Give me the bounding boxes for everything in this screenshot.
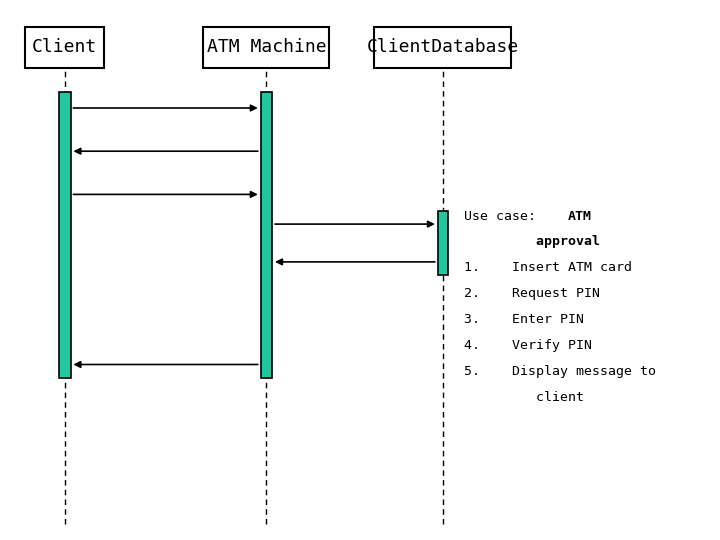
Text: 2.    Request PIN: 2. Request PIN (464, 287, 600, 300)
Text: 5.    Display message to: 5. Display message to (464, 365, 657, 378)
Bar (203, 27, 329, 68)
Bar (59, 92, 71, 378)
Text: 4.    Verify PIN: 4. Verify PIN (464, 339, 593, 352)
Bar (25, 27, 104, 68)
Text: Use case:: Use case: (464, 210, 544, 222)
Text: ClientDatabase: ClientDatabase (366, 38, 519, 56)
Text: 1.    Insert ATM card: 1. Insert ATM card (464, 261, 632, 274)
Text: 3.    Enter PIN: 3. Enter PIN (464, 313, 585, 326)
Text: ATM: ATM (567, 210, 592, 222)
Text: Client: Client (32, 38, 97, 56)
Text: client: client (464, 391, 585, 404)
Bar (438, 211, 448, 275)
Bar (261, 92, 272, 378)
Text: ATM Machine: ATM Machine (207, 38, 326, 56)
Text: approval: approval (464, 235, 600, 248)
Bar (374, 27, 511, 68)
